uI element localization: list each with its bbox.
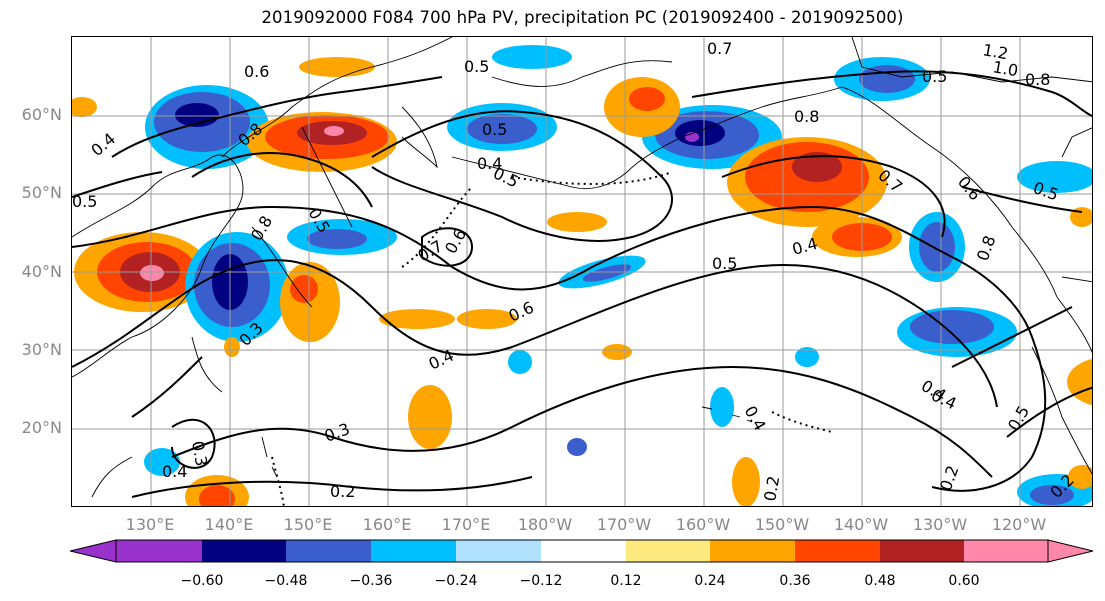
- pv-contours-dotted: [271, 171, 833, 506]
- contour-label: 0.4: [477, 154, 502, 173]
- pv-contours: [72, 70, 1092, 498]
- contour-label: 1.2: [981, 40, 1009, 63]
- lon-label: 170°E: [441, 515, 491, 534]
- lon-label: 130°E: [125, 515, 175, 534]
- contour-label: 0.6: [244, 62, 269, 81]
- map-svg: 0.6 0.5 0.7 0.8 0.4 0.5 0.5 0.4 0.7 0.6 …: [72, 37, 1092, 506]
- contour-label: 0.2: [760, 474, 783, 502]
- contour-label: 0.7: [707, 39, 732, 58]
- contour-label: 0.5: [712, 254, 737, 273]
- colorbar-extend-low: [70, 539, 117, 563]
- colorbar-segment: [710, 540, 795, 562]
- contour-label: 0.6: [954, 172, 985, 204]
- colorbar-tick: 0.48: [864, 573, 896, 589]
- colorbar-tick: 0.24: [694, 573, 726, 589]
- lon-label: 160°E: [362, 515, 412, 534]
- contour-label: 0.4: [162, 462, 187, 481]
- contour-label: 0.7: [415, 236, 447, 265]
- lat-label: 50°N: [21, 183, 62, 202]
- lon-label: 170°W: [596, 515, 652, 534]
- colorbar-segment: [286, 540, 371, 562]
- colorbar-segment: [626, 540, 710, 562]
- contour-label: 0.4: [790, 234, 820, 259]
- contour-label: 0.5: [72, 192, 97, 211]
- lon-label: 120°W: [991, 515, 1047, 534]
- colorbar-segment: [456, 540, 541, 562]
- colorbar-tick: 0.12: [610, 573, 642, 589]
- contour-label: 0.5: [922, 67, 947, 86]
- lat-label: 20°N: [21, 418, 62, 437]
- lat-label: 60°N: [21, 105, 62, 124]
- coastlines: [72, 37, 1092, 498]
- lon-label: 140°E: [204, 515, 254, 534]
- colorbar-segment: [116, 540, 202, 562]
- colorbar-segment: [541, 540, 626, 562]
- contour-label: 0.8: [794, 107, 819, 126]
- lon-label: 180°W: [517, 515, 573, 534]
- colorbar-tick: −0.60: [180, 573, 224, 589]
- colorbar-segment: [795, 540, 880, 562]
- lat-label: 30°N: [21, 340, 62, 359]
- colorbar-tick: −0.24: [434, 573, 478, 589]
- colorbar-segment: [202, 540, 286, 562]
- colorbar-tick: −0.36: [349, 573, 393, 589]
- map-panel: 0.6 0.5 0.7 0.8 0.4 0.5 0.5 0.4 0.7 0.6 …: [71, 36, 1093, 507]
- lon-label: 150°E: [283, 515, 333, 534]
- colorbar-tick: 0.60: [948, 573, 980, 589]
- lon-label: 160°W: [675, 515, 731, 534]
- contour-label: 0.2: [936, 463, 963, 493]
- chart-title: 2019092000 F084 700 hPa PV, precipitatio…: [261, 8, 904, 27]
- contour-label: 0.5: [464, 57, 489, 76]
- contour-label: 1.0: [991, 57, 1019, 80]
- lon-label: 150°W: [754, 515, 810, 534]
- colorbar-tick: −0.48: [264, 573, 308, 589]
- lon-label: 140°W: [833, 515, 889, 534]
- contour-label: 0.5: [482, 120, 507, 139]
- colorbar-tick: −0.12: [519, 573, 563, 589]
- colorbar-tick: 0.36: [779, 573, 811, 589]
- contour-label: 0.8: [973, 233, 1000, 263]
- contour-label: 0.2: [330, 482, 355, 501]
- colorbar-extend-high: [1047, 539, 1094, 563]
- colorbar: [70, 539, 1094, 563]
- lat-label: 40°N: [21, 262, 62, 281]
- colorbar-segment: [371, 540, 456, 562]
- colorbar-segment: [964, 540, 1048, 562]
- contour-label: 0.3: [188, 439, 211, 467]
- lon-label: 130°W: [912, 515, 968, 534]
- contour-label: 0.8: [1025, 70, 1050, 89]
- colorbar-segment: [880, 540, 964, 562]
